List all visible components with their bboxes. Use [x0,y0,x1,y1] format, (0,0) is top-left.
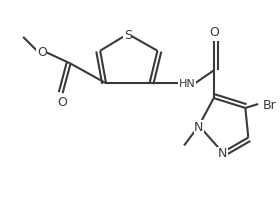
Text: O: O [58,96,67,109]
Text: Br: Br [263,99,277,112]
Text: N: N [218,147,227,160]
Text: S: S [124,29,132,42]
Text: HN: HN [179,79,195,89]
Text: O: O [37,46,47,59]
Text: N: N [194,121,204,134]
Text: O: O [209,26,219,39]
